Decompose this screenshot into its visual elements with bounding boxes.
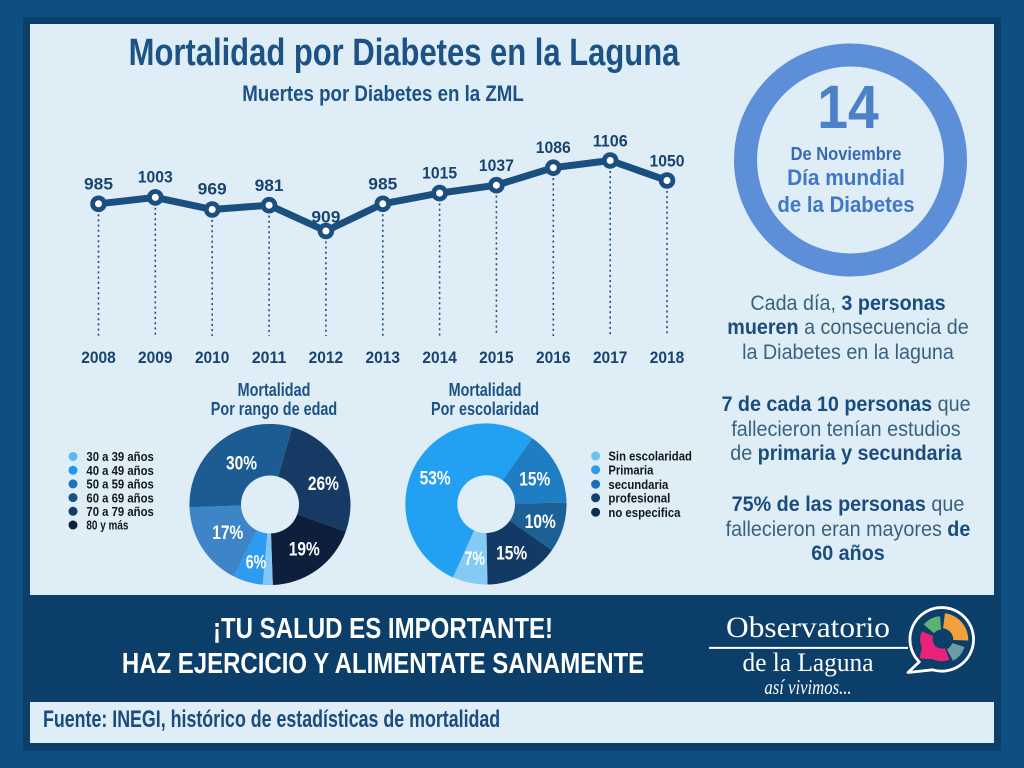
svg-text:2013: 2013 [366, 348, 401, 367]
svg-text:2017: 2017 [593, 348, 628, 367]
svg-text:profesional: profesional [608, 491, 670, 506]
svg-text:17%: 17% [212, 523, 243, 544]
svg-text:1086: 1086 [536, 138, 571, 157]
svg-text:30%: 30% [226, 453, 257, 474]
svg-text:1037: 1037 [479, 156, 514, 175]
svg-text:909: 909 [311, 208, 340, 227]
svg-text:2015: 2015 [479, 348, 514, 367]
svg-text:19%: 19% [289, 539, 320, 560]
svg-text:981: 981 [255, 176, 284, 195]
svg-text:2014: 2014 [422, 348, 457, 367]
svg-text:80 y más: 80 y más [86, 518, 128, 533]
svg-text:1050: 1050 [650, 152, 685, 171]
svg-text:Sin escolaridad: Sin escolaridad [608, 449, 692, 464]
svg-text:15%: 15% [519, 470, 550, 491]
svg-text:2009: 2009 [138, 348, 173, 367]
svg-text:no especifica: no especifica [608, 505, 681, 520]
svg-text:2012: 2012 [309, 348, 344, 367]
svg-text:2018: 2018 [650, 348, 685, 367]
svg-text:15%: 15% [496, 544, 527, 565]
svg-text:1003: 1003 [138, 168, 173, 187]
svg-text:Primaria: Primaria [608, 462, 654, 477]
svg-text:985: 985 [84, 175, 113, 194]
svg-text:985: 985 [368, 175, 397, 194]
svg-text:2008: 2008 [81, 348, 116, 367]
svg-text:26%: 26% [308, 474, 339, 495]
svg-text:70 a 79 años: 70 a 79 años [86, 504, 153, 519]
svg-text:6%: 6% [246, 553, 267, 574]
svg-text:40 a 49 años: 40 a 49 años [86, 463, 153, 478]
svg-text:60 a 69 años: 60 a 69 años [86, 490, 153, 505]
svg-text:30 a 39 años: 30 a 39 años [86, 449, 153, 464]
svg-text:7%: 7% [464, 549, 485, 570]
svg-text:1015: 1015 [422, 164, 457, 183]
svg-text:secundaria: secundaria [608, 477, 669, 492]
svg-text:10%: 10% [525, 512, 556, 533]
svg-text:2016: 2016 [536, 348, 571, 367]
svg-text:1106: 1106 [593, 132, 628, 151]
svg-text:969: 969 [198, 180, 227, 199]
svg-text:53%: 53% [420, 468, 451, 489]
svg-text:2010: 2010 [195, 348, 230, 367]
svg-text:2011: 2011 [252, 348, 287, 367]
svg-text:50 a 59 años: 50 a 59 años [86, 477, 153, 492]
